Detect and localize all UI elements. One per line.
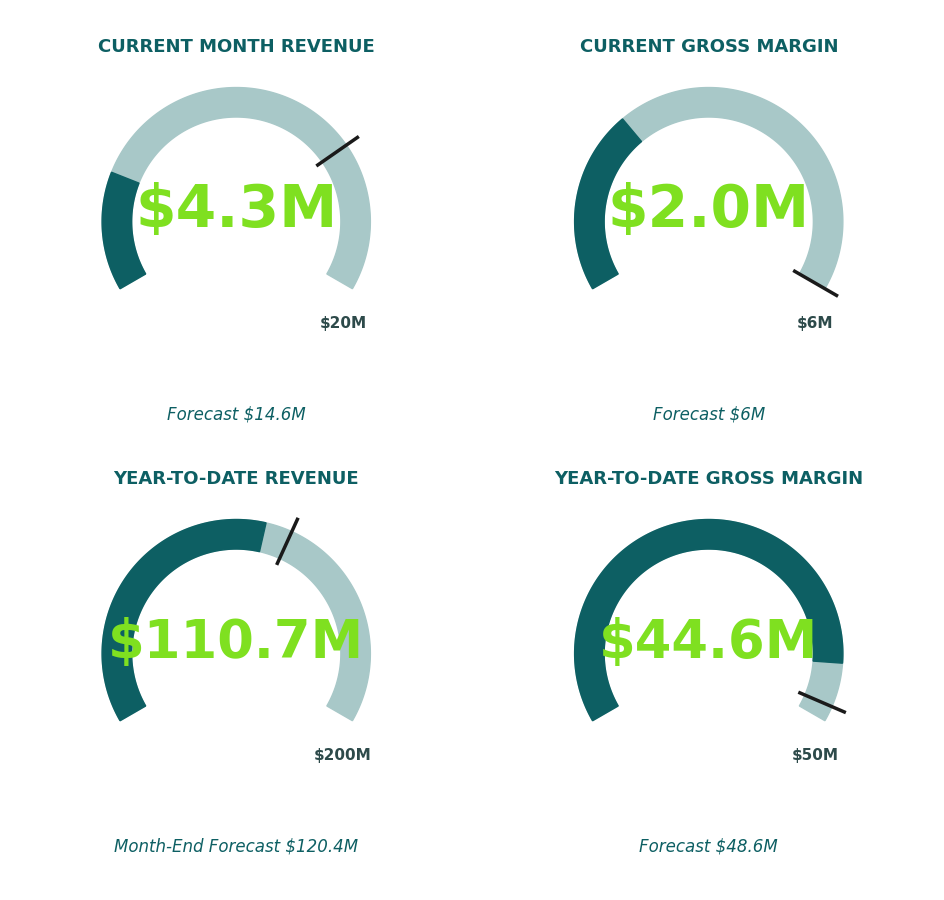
Text: YEAR-TO-DATE GROSS MARGIN: YEAR-TO-DATE GROSS MARGIN xyxy=(553,470,863,488)
Text: Forecast $6M: Forecast $6M xyxy=(652,406,764,424)
Text: $110.7M: $110.7M xyxy=(108,616,364,669)
Text: $50M: $50M xyxy=(791,748,838,763)
Text: CURRENT GROSS MARGIN: CURRENT GROSS MARGIN xyxy=(579,38,837,56)
Polygon shape xyxy=(574,519,842,721)
Text: $6M: $6M xyxy=(796,316,833,331)
Text: Forecast $48.6M: Forecast $48.6M xyxy=(639,838,777,856)
Text: Month-End Forecast $120.4M: Month-End Forecast $120.4M xyxy=(114,838,358,856)
Text: $20M: $20M xyxy=(319,316,366,331)
Text: $4.3M: $4.3M xyxy=(135,183,337,239)
Polygon shape xyxy=(574,87,842,289)
Polygon shape xyxy=(102,172,145,289)
Polygon shape xyxy=(102,87,370,289)
Polygon shape xyxy=(102,519,266,721)
Text: $2.0M: $2.0M xyxy=(607,183,809,239)
Polygon shape xyxy=(574,519,842,721)
Text: $200M: $200M xyxy=(313,748,371,763)
Polygon shape xyxy=(102,519,370,721)
Text: $44.6M: $44.6M xyxy=(598,616,818,669)
Text: Forecast $14.6M: Forecast $14.6M xyxy=(167,406,305,424)
Text: YEAR-TO-DATE REVENUE: YEAR-TO-DATE REVENUE xyxy=(113,470,359,488)
Polygon shape xyxy=(574,119,641,289)
Text: CURRENT MONTH REVENUE: CURRENT MONTH REVENUE xyxy=(98,38,374,56)
